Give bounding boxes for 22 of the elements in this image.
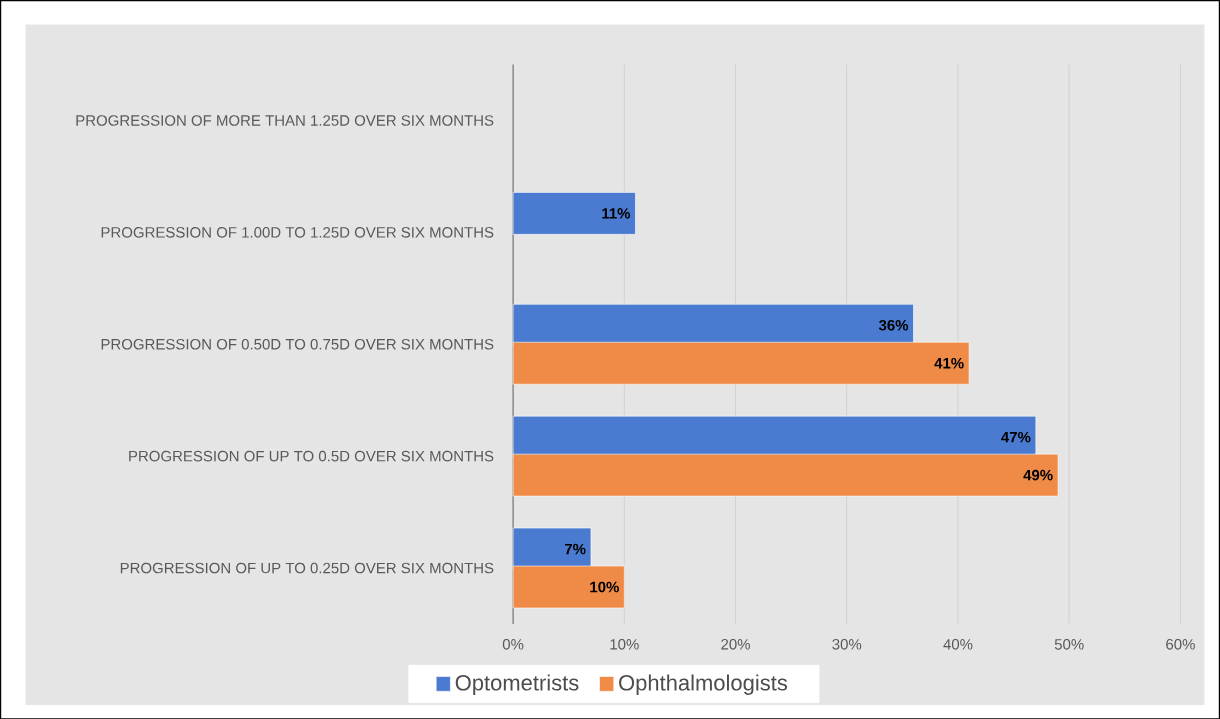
y-tick-label: PROGRESSION OF 0.50D TO 0.75D OVER SIX MONTHS [101,338,494,350]
data-label: 49% [1023,469,1053,481]
x-tick-label: 0% [502,638,524,650]
x-tick-label: 30% [832,638,862,650]
data-label: 11% [602,207,631,219]
data-label: 7% [564,543,586,555]
legend-label: Ophthalmologists [619,674,788,695]
x-tick-label: 40% [943,638,973,650]
x-tick-label: 60% [1166,638,1195,650]
y-tick-label: PROGRESSION OF UP TO 0.5D OVER SIX MONTHS [129,450,494,462]
y-tick-label: PROGRESSION OF MORE THAN 1.25D OVER SIX MONTHS [76,114,494,126]
legend-label: Optometrists [455,674,579,695]
y-tick-label: PROGRESSION OF 1.00D TO 1.25D OVER SIX MONTHS [101,226,494,238]
x-tick-label: 50% [1054,638,1084,650]
bar [512,191,636,235]
data-label: 10% [590,581,619,593]
x-tick-label: 10% [610,638,639,650]
data-label: 41% [934,357,964,369]
y-tick-label: PROGRESSION OF UP TO 0.25D OVER SIX MONTHS [120,562,494,574]
data-label: 36% [878,319,909,331]
x-tick-label: 20% [721,638,750,650]
data-label: 47% [1001,431,1031,443]
